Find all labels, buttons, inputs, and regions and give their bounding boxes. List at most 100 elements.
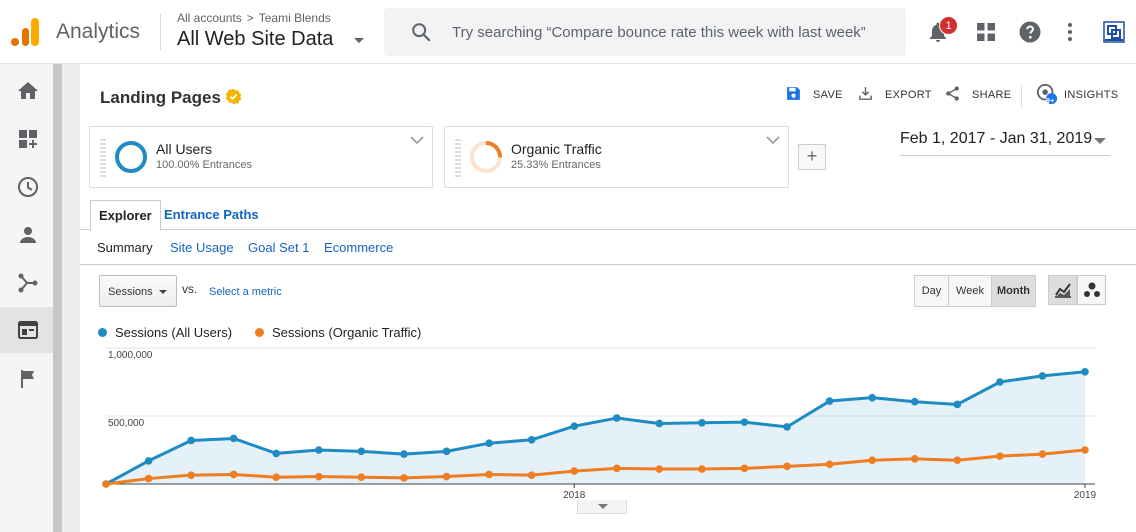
- nav-active-highlight: [0, 307, 56, 353]
- segment-card-organic-traffic[interactable]: Organic Traffic 25.33% Entrances: [444, 126, 789, 188]
- data-point: [400, 450, 408, 458]
- drag-handle[interactable]: [455, 137, 461, 177]
- person-icon[interactable]: [16, 223, 40, 247]
- data-point: [442, 472, 451, 481]
- data-point: [825, 397, 834, 405]
- line-chart-icon: [1055, 283, 1071, 298]
- data-point: [783, 423, 791, 431]
- tab-explorer[interactable]: Explorer: [90, 200, 161, 231]
- nav-scrollbar[interactable]: [53, 64, 62, 532]
- motion-chart-toggle[interactable]: [1077, 275, 1106, 305]
- search-bar[interactable]: Try searching “Compare bounce rate this …: [384, 8, 906, 56]
- report-card: Landing Pages SAVE EXPORT SHARE INSIGHTS…: [80, 64, 1136, 532]
- sessions-line-chart[interactable]: 500,000 1,000,000 2018 2019: [80, 344, 1136, 504]
- y-tick-label: 500,000: [108, 418, 145, 429]
- metric-selector-value: Sessions: [108, 286, 153, 298]
- granularity-month-button[interactable]: Month: [991, 275, 1036, 307]
- legend-dot: [255, 328, 264, 337]
- analytics-logo-icon[interactable]: [11, 17, 39, 47]
- data-point: [953, 456, 962, 464]
- data-point: [910, 397, 919, 406]
- data-point: [910, 455, 919, 463]
- data-point: [698, 465, 706, 473]
- share-icon: [946, 86, 959, 101]
- clock-icon[interactable]: [16, 175, 40, 199]
- data-point: [655, 419, 664, 428]
- chart-expander[interactable]: [577, 500, 627, 514]
- data-point: [272, 449, 281, 458]
- view-selector[interactable]: All Web Site Data: [177, 28, 334, 50]
- subtab-ecommerce[interactable]: Ecommerce: [324, 240, 394, 255]
- insights-icon: [1036, 83, 1058, 105]
- data-point: [315, 446, 323, 454]
- chevron-down-icon[interactable]: [766, 135, 780, 145]
- add-segment-button[interactable]: +: [798, 144, 826, 170]
- breadcrumb-property[interactable]: Teami Blends: [258, 11, 331, 25]
- acquisition-icon[interactable]: [16, 271, 40, 295]
- breadcrumb[interactable]: All accounts > Teami Blends: [177, 11, 331, 25]
- more-vert-icon[interactable]: [1058, 20, 1082, 44]
- legend-label: Sessions (Organic Traffic): [272, 325, 422, 340]
- data-point: [527, 436, 536, 444]
- notification-badge: 1: [939, 16, 958, 35]
- select-metric-link[interactable]: Select a metric: [209, 286, 282, 298]
- segment-subtitle: 100.00% Entrances: [156, 159, 253, 171]
- account-icon[interactable]: [1102, 20, 1126, 44]
- chevron-down-icon[interactable]: [410, 135, 424, 145]
- drag-handle[interactable]: [100, 137, 106, 177]
- metric-selector[interactable]: Sessions: [99, 275, 177, 307]
- app-name: Analytics: [56, 20, 141, 43]
- x-tick-label: 2019: [1074, 490, 1097, 501]
- behavior-icon[interactable]: [16, 318, 40, 342]
- data-point: [1081, 368, 1089, 376]
- subtab-summary[interactable]: Summary: [97, 240, 153, 255]
- series-area-0: [106, 371, 1085, 484]
- date-range-text: Feb 1, 2017 - Jan 31, 2019: [900, 130, 1093, 147]
- granularity-week-button[interactable]: Week: [948, 275, 992, 307]
- apps-grid-icon[interactable]: [974, 20, 998, 44]
- data-point: [485, 439, 493, 447]
- data-point: [357, 447, 366, 456]
- segment-card-all-users[interactable]: All Users 100.00% Entrances: [89, 126, 433, 188]
- explorer-subtabs: Summary Site Usage Goal Set 1 Ecommerce: [80, 230, 1136, 265]
- help-icon[interactable]: [1018, 20, 1042, 44]
- segment-subtitle: 25.33% Entrances: [511, 159, 601, 171]
- y-tick-label: 1,000,000: [108, 350, 153, 361]
- export-label: EXPORT: [885, 89, 932, 101]
- bubble-chart-icon: [1084, 282, 1100, 297]
- data-point: [1038, 450, 1047, 458]
- data-point: [953, 400, 962, 409]
- subtab-goal-set-1[interactable]: Goal Set 1: [248, 240, 310, 255]
- home-icon[interactable]: [16, 79, 40, 103]
- line-chart-toggle[interactable]: [1048, 275, 1077, 305]
- flag-icon[interactable]: [16, 367, 40, 391]
- breadcrumb-separator: >: [246, 11, 254, 25]
- date-range-picker[interactable]: Feb 1, 2017 - Jan 31, 2019: [900, 130, 1110, 156]
- data-point: [144, 457, 153, 465]
- vs-label: vs.: [182, 282, 198, 296]
- data-point: [187, 471, 195, 479]
- divider: [160, 14, 161, 50]
- subtab-site-usage[interactable]: Site Usage: [170, 240, 234, 255]
- search-icon: [412, 23, 431, 42]
- search-placeholder: Try searching “Compare bounce rate this …: [452, 24, 866, 41]
- tab-entrance-paths[interactable]: Entrance Paths: [164, 207, 259, 222]
- data-point: [400, 474, 408, 482]
- granularity-day-button[interactable]: Day: [914, 275, 949, 307]
- data-point: [144, 474, 153, 483]
- legend-label: Sessions (All Users): [115, 325, 233, 340]
- data-point: [825, 460, 834, 469]
- customization-icon[interactable]: [16, 127, 40, 151]
- breadcrumb-account[interactable]: All accounts: [177, 11, 242, 25]
- data-point: [740, 464, 749, 473]
- caret-down-icon[interactable]: [354, 38, 364, 43]
- segment-ring-icon: [115, 141, 147, 173]
- data-point: [1081, 446, 1089, 454]
- segment-name: All Users: [156, 141, 213, 157]
- caret-down-icon: [598, 504, 608, 509]
- data-point: [612, 464, 621, 473]
- data-point: [655, 465, 664, 473]
- data-point: [187, 436, 195, 445]
- insights-badge: 9+: [1046, 98, 1055, 105]
- data-point: [229, 470, 238, 479]
